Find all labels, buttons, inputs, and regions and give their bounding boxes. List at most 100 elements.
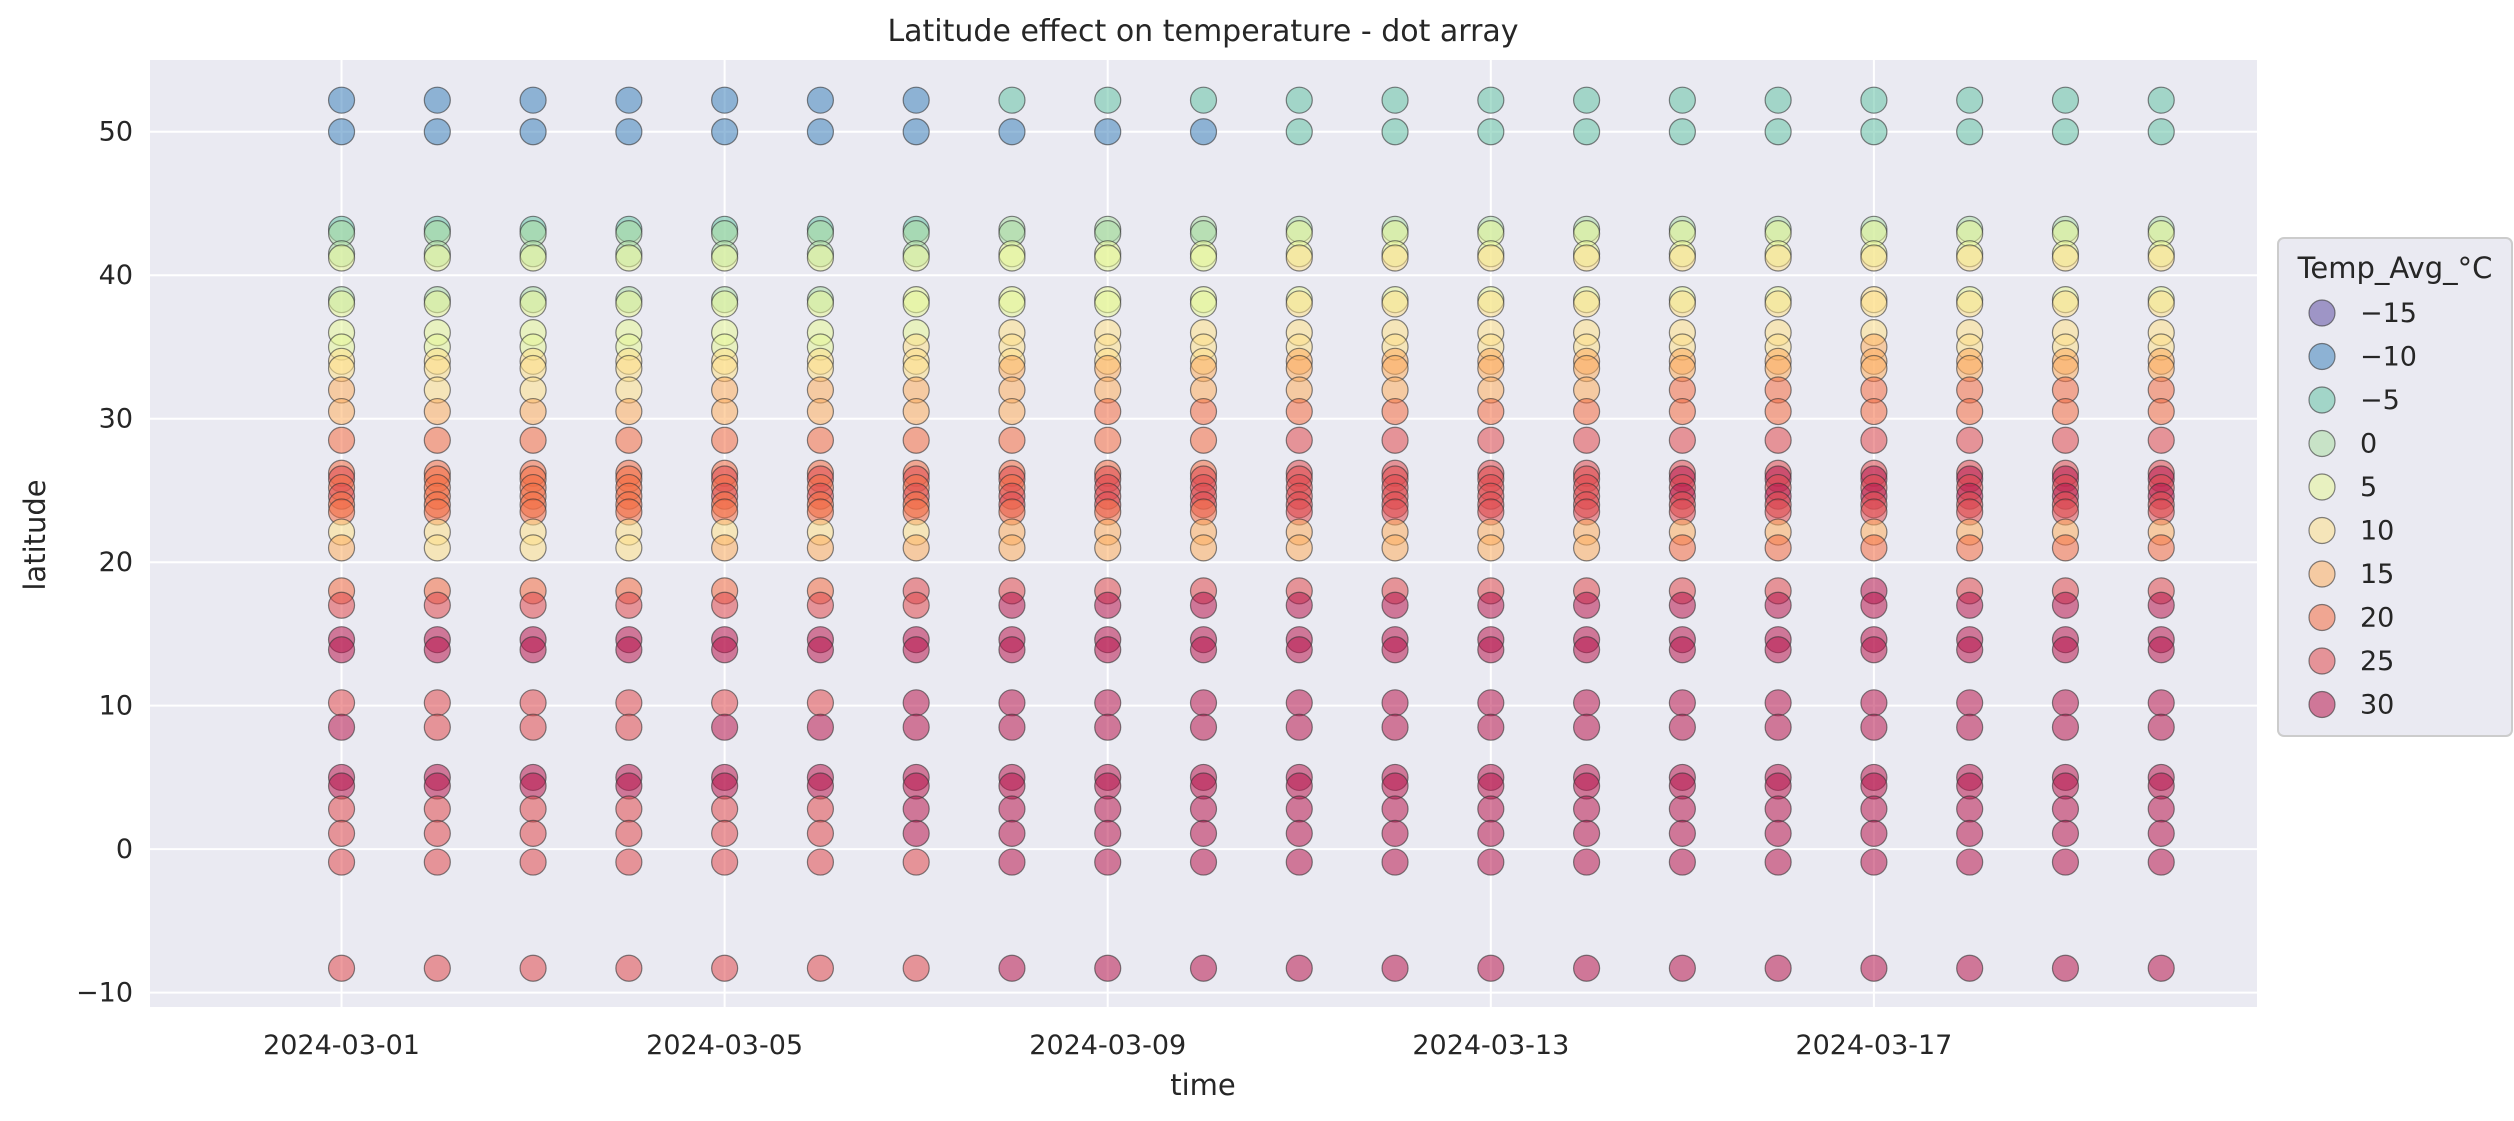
data-point [902, 244, 930, 272]
data-point [1668, 86, 1696, 114]
data-point [1764, 534, 1792, 562]
data-point [1668, 244, 1696, 272]
data-point [806, 591, 835, 619]
data-point [615, 244, 643, 272]
data-point [998, 819, 1026, 847]
data-point [711, 636, 739, 664]
data-point [1189, 772, 1218, 800]
data-point [2051, 591, 2080, 619]
data-point [1285, 954, 1313, 982]
data-point [519, 795, 547, 823]
legend-label: −5 [2360, 385, 2400, 416]
data-point [1764, 426, 1792, 454]
legend-marker [2308, 299, 2336, 327]
data-point [2051, 636, 2080, 664]
data-point [1189, 426, 1218, 454]
y-tick-label: 30 [99, 404, 133, 435]
x-tick-label: 2024-03-13 [1412, 1030, 1569, 1061]
data-point [1572, 290, 1601, 318]
data-point [1956, 397, 1984, 426]
data-point [327, 591, 356, 619]
data-point [1381, 290, 1409, 318]
data-point [1094, 397, 1122, 426]
data-point [1381, 848, 1409, 876]
data-point [1572, 636, 1601, 664]
data-point [711, 290, 739, 318]
data-point [1094, 591, 1122, 619]
data-point [1477, 636, 1505, 664]
legend-label: 5 [2360, 472, 2377, 503]
y-tick-label: 0 [116, 834, 133, 865]
legend-marker [2308, 647, 2336, 675]
data-point [423, 689, 451, 717]
data-point [1285, 86, 1313, 114]
data-point [423, 772, 451, 800]
data-point [1285, 426, 1313, 454]
legend-label: 20 [2360, 603, 2394, 634]
data-point [1956, 86, 1984, 114]
data-point [327, 848, 356, 876]
data-point [423, 244, 451, 272]
data-point [2147, 954, 2175, 982]
data-point [1477, 534, 1505, 562]
data-point [519, 848, 547, 876]
data-point [1285, 819, 1313, 847]
data-point [1477, 689, 1505, 717]
data-point [1285, 118, 1313, 146]
data-point [806, 772, 835, 800]
data-point [2051, 795, 2080, 823]
y-tick-label: 20 [99, 547, 133, 578]
data-point [1477, 118, 1505, 146]
data-point [2147, 636, 2175, 664]
data-point [902, 713, 930, 741]
data-point [1285, 689, 1313, 717]
data-point [1764, 772, 1792, 800]
data-point [615, 534, 643, 562]
data-point [1094, 244, 1122, 272]
data-point [327, 118, 356, 146]
legend-marker [2308, 560, 2336, 588]
data-point [423, 848, 451, 876]
data-point [1477, 290, 1505, 318]
legend-label: −15 [2360, 298, 2417, 329]
data-point [1094, 795, 1122, 823]
data-point [1668, 290, 1696, 318]
data-point [1860, 591, 1888, 619]
data-point [711, 397, 739, 426]
data-point [2147, 86, 2175, 114]
data-point [902, 591, 930, 619]
data-point [2051, 534, 2080, 562]
data-point [1285, 397, 1313, 426]
data-point [327, 426, 356, 454]
data-point [1285, 772, 1313, 800]
data-point [1189, 244, 1218, 272]
data-point [2147, 795, 2175, 823]
data-point [2051, 244, 2080, 272]
data-point [2051, 848, 2080, 876]
data-point [806, 397, 835, 426]
data-point [1572, 819, 1601, 847]
data-point [998, 636, 1026, 664]
data-point [998, 713, 1026, 741]
data-point [327, 795, 356, 823]
y-tick-label: −10 [76, 978, 133, 1009]
data-point [1860, 689, 1888, 717]
data-points [327, 86, 2175, 982]
data-point [615, 772, 643, 800]
legend-label: −10 [2360, 342, 2417, 373]
legend-label: 15 [2360, 559, 2394, 590]
data-point [1094, 954, 1122, 982]
data-point [2147, 118, 2175, 146]
data-point [998, 689, 1026, 717]
data-point [1956, 636, 1984, 664]
data-point [711, 848, 739, 876]
data-point [1860, 244, 1888, 272]
data-point [806, 795, 835, 823]
data-point [1189, 819, 1218, 847]
data-point [902, 534, 930, 562]
y-axis-label: latitude [18, 479, 52, 590]
data-point [902, 772, 930, 800]
data-point [711, 118, 739, 146]
data-point [1285, 848, 1313, 876]
data-point [806, 534, 835, 562]
